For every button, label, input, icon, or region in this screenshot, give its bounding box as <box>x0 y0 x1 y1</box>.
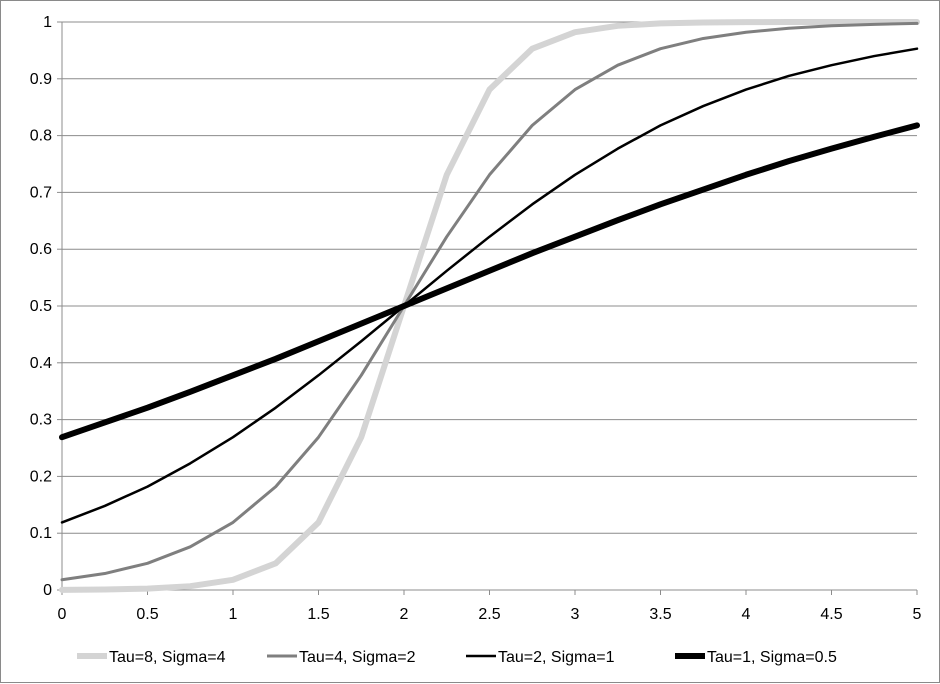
x-tick-label: 5 <box>913 606 922 623</box>
series-line-4 <box>59 122 920 441</box>
y-tick-label: 0.4 <box>30 355 52 372</box>
series-line-1 <box>59 19 920 593</box>
axes: 0 0.1 0.2 0.3 0.4 0.5 0.6 0.7 0.8 0.9 1 0 0.5 1 1.5 2 2.… <box>30 14 922 623</box>
x-tick-label: 2 <box>400 606 409 623</box>
y-tick-label: 0 <box>43 582 52 599</box>
x-tick-label: 2.5 <box>478 606 500 623</box>
y-tick-label: 1 <box>43 14 52 31</box>
legend-label-3: Tau=2, Sigma=1 <box>498 649 615 666</box>
y-tick-label: 0.2 <box>30 468 52 485</box>
y-tick-label: 0.9 <box>30 71 52 88</box>
series-line-3 <box>60 47 919 524</box>
y-tick-label: 0.1 <box>30 525 52 542</box>
series-lines <box>59 19 920 593</box>
x-tick-label: 1.5 <box>307 606 329 623</box>
y-tick-label: 0.8 <box>30 128 52 145</box>
x-tick-label: 1 <box>229 606 238 623</box>
legend-label-4: Tau=1, Sigma=0.5 <box>707 649 837 666</box>
x-tick-label: 3 <box>571 606 580 623</box>
x-tick-label: 4 <box>742 606 751 623</box>
legend: Tau=8, Sigma=4 Tau=4, Sigma=2 Tau=2, Sigma… <box>77 649 837 666</box>
y-tick-label: 0.7 <box>30 184 52 201</box>
y-tick-label: 0.5 <box>30 298 52 315</box>
x-tick-label: 3.5 <box>649 606 671 623</box>
y-tick-label: 0.3 <box>30 412 52 429</box>
grid-lines <box>62 21 917 534</box>
x-tick-label: 0.5 <box>136 606 158 623</box>
x-tick-label: 4.5 <box>820 606 842 623</box>
x-tick-label: 0 <box>58 606 67 623</box>
series-line-2 <box>60 21 919 582</box>
legend-label-2: Tau=4, Sigma=2 <box>299 649 416 666</box>
legend-label-1: Tau=8, Sigma=4 <box>109 649 226 666</box>
y-tick-label: 0.6 <box>30 241 52 258</box>
